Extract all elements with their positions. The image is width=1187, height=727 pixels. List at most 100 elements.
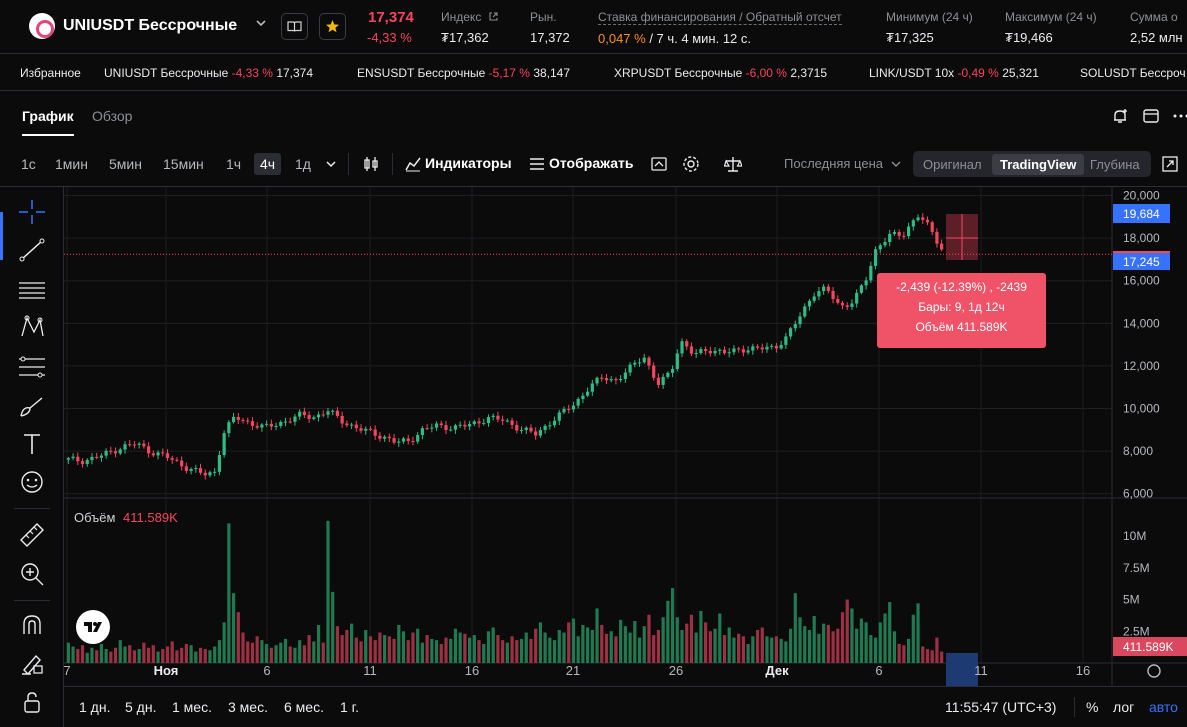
- range-1d[interactable]: 1 дн.: [79, 699, 111, 715]
- uni-logo-icon: [29, 13, 55, 39]
- volume-bar: [76, 649, 80, 663]
- clock[interactable]: 11:55:47 (UTC+3): [945, 699, 1057, 715]
- tab-chart[interactable]: График: [22, 108, 74, 124]
- candle-body: [524, 427, 528, 430]
- tradingview-logo-icon[interactable]: [76, 610, 110, 644]
- volume-bar: [449, 638, 453, 663]
- zoom-in-icon[interactable]: [18, 561, 46, 587]
- volume-bar: [364, 629, 368, 663]
- auto-toggle[interactable]: авто: [1149, 699, 1178, 715]
- timeframe-1d[interactable]: 1д: [295, 156, 311, 172]
- candle-body: [873, 249, 878, 266]
- candle-type-icon[interactable]: [362, 155, 380, 173]
- ticker-name: LINK/USDT 10x: [869, 66, 955, 80]
- volume-bar: [198, 647, 203, 663]
- timeframe-4h[interactable]: 4ч: [254, 153, 282, 175]
- share-icon[interactable]: [650, 155, 668, 173]
- brush-icon[interactable]: [18, 394, 46, 420]
- log-toggle[interactable]: лог: [1113, 699, 1135, 715]
- candle-body: [90, 456, 94, 461]
- stat-funding[interactable]: Ставка финансирования / Обратный отсчет …: [598, 10, 842, 46]
- range-1m[interactable]: 1 мес.: [172, 699, 212, 715]
- timeframe-5min[interactable]: 5мин: [109, 156, 142, 172]
- view-depth[interactable]: Глубина: [1090, 157, 1140, 172]
- text-icon[interactable]: [18, 431, 46, 457]
- candle-body: [123, 444, 127, 450]
- funding-rate: 0,047 %: [598, 31, 646, 46]
- candle-body: [401, 438, 406, 442]
- percent-toggle[interactable]: %: [1086, 699, 1099, 715]
- trend-line-icon[interactable]: [18, 237, 46, 263]
- chevron-down-icon[interactable]: [890, 155, 902, 173]
- lock-drawing-icon[interactable]: [18, 650, 46, 676]
- volume-bar: [873, 637, 878, 663]
- emoji-icon[interactable]: [18, 469, 46, 495]
- stat-volume-label: Сумма о: [1130, 10, 1178, 24]
- chevron-down-icon[interactable]: [325, 155, 337, 173]
- candle-body: [534, 431, 538, 436]
- horizontal-lines-icon[interactable]: [18, 277, 46, 303]
- alert-add-icon[interactable]: [1111, 108, 1129, 124]
- candle-body: [430, 427, 434, 429]
- candle-body: [283, 421, 288, 423]
- range-5d[interactable]: 5 дн.: [125, 699, 157, 715]
- external-link-icon[interactable]: [488, 11, 499, 22]
- view-tradingview[interactable]: TradingView: [992, 154, 1085, 175]
- chart-view-switch: Оригинал TradingView Глубина: [913, 151, 1151, 177]
- volume-bar: [543, 632, 547, 663]
- fib-icon[interactable]: [18, 354, 46, 380]
- window-icon[interactable]: [1142, 108, 1160, 124]
- candle-body: [850, 303, 854, 307]
- ticker-item[interactable]: LINK/USDT 10x -0,49 % 25,321: [869, 66, 1039, 80]
- ticker-name: ENSUSDT Бессрочные: [357, 66, 486, 80]
- ticker-item[interactable]: XRPUSDT Бессрочные -6,00 % 2,3715: [614, 66, 827, 80]
- timeframe-1s[interactable]: 1с: [21, 156, 36, 172]
- indicators-button[interactable]: Индикаторы: [425, 155, 512, 171]
- time-tick-label: 11: [363, 663, 377, 678]
- measure-volume: Объём 411.589K: [915, 320, 1008, 334]
- tab-overview[interactable]: Обзор: [92, 108, 133, 124]
- volume-bar: [732, 637, 736, 663]
- book-button[interactable]: [281, 13, 308, 40]
- pair-title[interactable]: UNIUSDT Бессрочные: [63, 17, 238, 34]
- timeframe-15min[interactable]: 15мин: [163, 156, 204, 172]
- lock-icon[interactable]: [18, 689, 46, 715]
- volume-bar: [538, 622, 543, 663]
- favorite-button[interactable]: [319, 13, 346, 40]
- volume-bar: [165, 646, 170, 663]
- view-original[interactable]: Оригинал: [923, 157, 982, 172]
- candle-body: [798, 316, 802, 325]
- ticker-item[interactable]: UNIUSDT Бессрочные -4,33 % 17,374: [104, 66, 313, 80]
- expand-icon[interactable]: [1161, 155, 1179, 173]
- range-1y[interactable]: 1 г.: [340, 699, 359, 715]
- candle-body: [246, 420, 250, 422]
- price-type-select[interactable]: Последняя цена: [784, 156, 883, 171]
- more-icon[interactable]: [1170, 108, 1187, 124]
- divider: [392, 153, 393, 175]
- favorites-label[interactable]: Избранное: [20, 66, 81, 80]
- volume-bar: [128, 645, 132, 663]
- crosshair-icon[interactable]: [18, 199, 46, 225]
- candle-body: [732, 348, 736, 353]
- timeframe-1h[interactable]: 1ч: [226, 156, 242, 172]
- ruler-icon[interactable]: [18, 521, 46, 547]
- price-chart[interactable]: 20,000 18,000 16,000 14,000 12,000 10,000 8,00…: [64, 187, 1187, 687]
- chevron-down-icon[interactable]: [256, 18, 266, 28]
- timeframe-1min[interactable]: 1мин: [55, 156, 88, 172]
- scales-icon[interactable]: [724, 155, 742, 173]
- ticker-item[interactable]: SOLUSDT Бессроч: [1080, 66, 1186, 80]
- range-6m[interactable]: 6 мес.: [284, 699, 324, 715]
- magnet-icon[interactable]: [18, 612, 46, 638]
- ticker-item[interactable]: ENSUSDT Бессрочные -5,17 % 38,147: [357, 66, 570, 80]
- display-button[interactable]: Отображать: [549, 155, 634, 171]
- gear-icon[interactable]: [682, 155, 700, 173]
- volume-bar: [746, 643, 750, 663]
- volume-bar: [633, 621, 637, 663]
- pattern-icon[interactable]: [18, 314, 46, 340]
- volume-bar: [505, 642, 509, 663]
- axis-settings-icon[interactable]: [1147, 664, 1161, 678]
- chart-canvas[interactable]: 20,000 18,000 16,000 14,000 12,000 10,000 8,00…: [64, 187, 1187, 687]
- candle-body: [368, 428, 373, 430]
- range-3m[interactable]: 3 мес.: [228, 699, 268, 715]
- candle-body: [600, 377, 604, 379]
